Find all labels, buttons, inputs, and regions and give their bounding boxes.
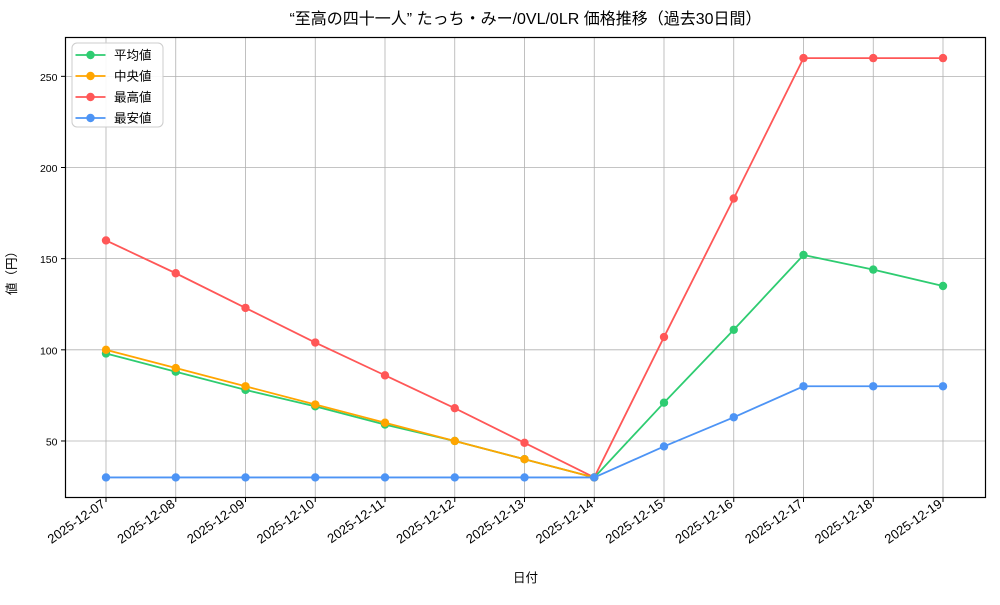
svg-text:最安値: 最安値: [114, 111, 152, 126]
svg-text:“至高の四十一人” たっち・みー/0VL/0LR 価格推移（: “至高の四十一人” たっち・みー/0VL/0LR 価格推移（過去30日間）: [289, 10, 761, 28]
svg-text:100: 100: [40, 345, 58, 357]
svg-text:値（円）: 値（円）: [4, 245, 19, 295]
svg-text:150: 150: [40, 254, 58, 266]
svg-text:250: 250: [40, 72, 58, 84]
svg-text:50: 50: [46, 436, 58, 448]
svg-text:日付: 日付: [513, 571, 538, 585]
svg-text:平均値: 平均値: [114, 48, 152, 63]
svg-text:中央値: 中央値: [114, 69, 152, 84]
svg-text:最高値: 最高値: [114, 90, 152, 105]
svg-text:200: 200: [40, 163, 58, 175]
